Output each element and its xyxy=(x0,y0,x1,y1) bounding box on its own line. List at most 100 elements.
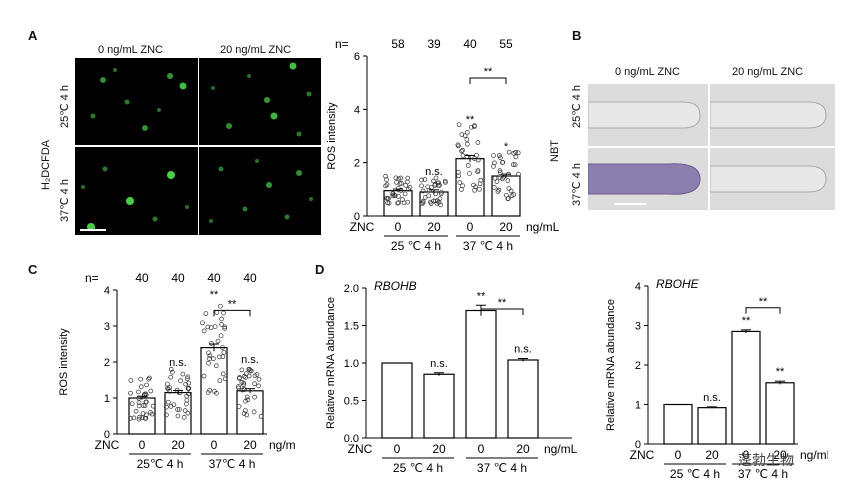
group-label: 25 ℃ 4 h xyxy=(670,467,720,481)
data-point xyxy=(478,177,484,183)
data-point xyxy=(495,189,501,194)
y-tick-label: 0 xyxy=(104,429,110,441)
significance-label: n.s. xyxy=(703,392,721,404)
data-point xyxy=(137,414,142,420)
data-point xyxy=(139,415,145,421)
data-point xyxy=(219,316,224,322)
data-point xyxy=(207,353,213,359)
data-point xyxy=(464,137,470,142)
group-label: 25 ℃ 4 h xyxy=(391,239,441,253)
data-point xyxy=(402,191,408,197)
data-point xyxy=(399,181,404,186)
data-point xyxy=(212,388,217,394)
data-point xyxy=(178,378,183,384)
category-label: 20 xyxy=(171,438,185,452)
nbt-image-37c-20 xyxy=(710,148,835,210)
data-point xyxy=(244,394,250,400)
y-tick-label: 1 xyxy=(104,393,110,405)
y-tick-label: 3 xyxy=(635,321,641,333)
category-label: 0 xyxy=(394,442,401,456)
y-tick-label: 4 xyxy=(635,281,641,293)
data-point xyxy=(497,168,503,173)
panelA-col-label-0: 0 ng/mL ZNC xyxy=(98,44,164,56)
data-point xyxy=(184,397,190,403)
fluorescence-dots xyxy=(211,62,312,137)
data-point xyxy=(241,373,247,379)
significance-label: ** xyxy=(210,289,219,301)
nbt-image-25c-0 xyxy=(588,84,708,146)
data-point xyxy=(217,378,223,384)
bar xyxy=(381,362,413,439)
data-point xyxy=(383,173,388,179)
y-axis-label: ROS intensity xyxy=(58,328,70,396)
data-point xyxy=(383,183,388,189)
data-point xyxy=(492,175,498,181)
bar xyxy=(663,403,693,445)
data-point xyxy=(165,386,171,392)
data-point xyxy=(494,179,500,184)
y-axis-label: Relative mRNA abundance xyxy=(605,299,617,431)
data-point xyxy=(465,163,471,168)
data-point xyxy=(384,177,389,182)
data-point xyxy=(236,384,241,389)
group-label: 37 ℃ 4 h xyxy=(738,467,788,481)
chart-a-ros: 0 2 4 6 ROS intensity n= 58 0 n.s. 39 20 ** 40 0 * 55 20… xyxy=(326,37,560,253)
data-point xyxy=(508,188,514,194)
data-point xyxy=(220,354,226,360)
data-point xyxy=(180,371,186,377)
bracket-label: ** xyxy=(759,296,768,308)
data-point xyxy=(420,198,426,204)
data-point xyxy=(138,376,144,382)
category-label: 20 xyxy=(516,442,530,456)
data-point xyxy=(475,140,481,145)
data-point xyxy=(472,123,477,128)
category-label: 0 xyxy=(743,448,750,462)
data-point xyxy=(396,200,401,205)
significance-bracket xyxy=(213,309,251,317)
pollen-tube xyxy=(588,101,701,129)
data-point xyxy=(496,187,502,193)
data-point xyxy=(398,175,404,181)
microscopy-image-25c-0 xyxy=(75,58,198,145)
data-point xyxy=(128,378,134,383)
data-point xyxy=(432,181,438,187)
data-point xyxy=(186,391,191,397)
n-value: 40 xyxy=(135,271,149,285)
data-point xyxy=(395,200,401,206)
bar xyxy=(731,330,761,445)
data-point xyxy=(181,415,187,420)
bracket-label: ** xyxy=(484,66,493,78)
data-point xyxy=(511,151,517,156)
n-value: 40 xyxy=(207,271,221,285)
data-point xyxy=(513,154,519,160)
data-point xyxy=(213,363,219,369)
data-point xyxy=(427,188,433,193)
data-point xyxy=(207,387,213,393)
data-point xyxy=(258,414,264,419)
data-point xyxy=(165,399,171,405)
data-point xyxy=(236,376,242,381)
x-unit: ng/mL xyxy=(800,448,828,462)
x-prefix: ZNC xyxy=(95,438,120,452)
data-point xyxy=(464,129,470,135)
significance-label: n.s. xyxy=(514,344,532,356)
category-label: 0 xyxy=(675,448,682,462)
data-point xyxy=(511,192,517,197)
panelA-stain-label: H₂DCFDA xyxy=(40,139,52,190)
data-point xyxy=(164,412,169,418)
data-point xyxy=(500,174,506,180)
chart-d-rbohe: 0 1 2 3 4 Relative mRNA abundance RBOHE 0 n.s. 20… xyxy=(605,278,828,481)
panel-letter-b: B xyxy=(572,28,582,43)
data-point xyxy=(164,385,170,391)
microscopy-image-37c-20 xyxy=(199,147,321,235)
bracket-label: ** xyxy=(498,297,507,309)
data-point xyxy=(505,178,511,183)
data-point xyxy=(185,374,191,380)
data-point xyxy=(433,198,438,204)
data-point xyxy=(241,382,246,388)
fluorescence-dots xyxy=(81,166,189,231)
panelB-col-label-0: 0 ng/mL ZNC xyxy=(615,66,681,78)
data-point xyxy=(219,322,224,327)
category-label: 0 xyxy=(139,438,146,452)
y-tick-label: 0.0 xyxy=(344,433,359,445)
